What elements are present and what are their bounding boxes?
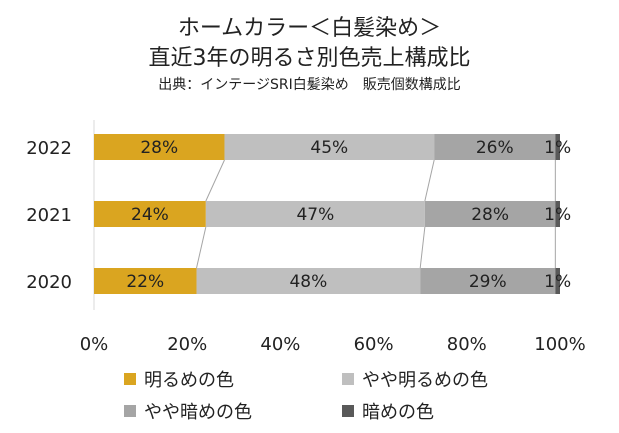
legend-swatch-slightly-dark: [124, 405, 136, 417]
bar-segment-2021-3: [555, 201, 560, 227]
chart-title: ホームカラー＜白髪染め＞: [177, 16, 442, 41]
legend-label-slightly-light: やや明るめの色: [362, 370, 488, 391]
chart-source-note: 出典：インテージSRI白髪染め 販売個数構成比: [158, 77, 461, 93]
legend-item-slightly-light: やや明るめの色: [342, 366, 488, 392]
chart-subtitle: 直近3年の明るさ別色売上構成比: [148, 46, 471, 71]
legend-item-dark: 暗めの色: [342, 398, 434, 424]
x-tick-label-1: 20%: [167, 334, 207, 355]
bar-segment-2020-3: [555, 268, 560, 294]
data-label-2021-0: 24%: [131, 205, 169, 225]
bar-segment-2022-1: [224, 134, 435, 160]
data-label-2020-0: 22%: [126, 272, 164, 292]
x-tick-label-0: 0%: [80, 334, 109, 355]
legend-swatch-light: [124, 373, 136, 385]
data-label-2022-1: 45%: [310, 138, 348, 158]
bar-segment-2021-0: [94, 201, 206, 227]
data-label-2020-2: 29%: [469, 272, 507, 292]
x-tick-label-5: 100%: [534, 334, 585, 355]
legend-item-slightly-dark: やや暗めの色: [124, 398, 252, 424]
y-tick-label-2021: 2021: [26, 205, 72, 226]
data-label-2022-3: 1%: [544, 138, 571, 158]
x-tick-label-3: 60%: [354, 334, 394, 355]
bar-segment-2022-3: [555, 134, 560, 160]
legend-swatch-slightly-light: [342, 373, 354, 385]
data-label-2020-3: 1%: [544, 272, 571, 292]
data-label-2020-1: 48%: [289, 272, 327, 292]
series-connector-line: [205, 159, 225, 202]
x-tick-label-2: 40%: [260, 334, 300, 355]
series-connector-line: [424, 159, 435, 202]
y-tick-label-2020: 2020: [26, 272, 72, 293]
bar-segment-2020-0: [94, 268, 197, 294]
legend-label-slightly-dark: やや暗めの色: [144, 402, 252, 423]
bar-segment-2022-2: [434, 134, 556, 160]
y-tick-label-2022: 2022: [26, 138, 72, 159]
series-connector-line: [196, 226, 207, 269]
legend-swatch-dark: [342, 405, 354, 417]
bar-segment-2020-1: [196, 268, 421, 294]
bar-segment-2021-1: [205, 201, 425, 227]
x-tick-label-4: 80%: [447, 334, 487, 355]
data-label-2021-2: 28%: [471, 205, 509, 225]
data-label-2022-2: 26%: [476, 138, 514, 158]
legend-item-light: 明るめの色: [124, 366, 234, 392]
bar-segment-2020-2: [420, 268, 556, 294]
data-label-2021-1: 47%: [296, 205, 334, 225]
legend-label-light: 明るめの色: [144, 370, 234, 391]
bar-segment-2021-2: [424, 201, 556, 227]
data-label-2021-3: 1%: [544, 205, 571, 225]
series-connector-line: [419, 226, 426, 269]
legend-label-dark: 暗めの色: [362, 402, 434, 423]
bar-segment-2022-0: [94, 134, 225, 160]
data-label-2022-0: 28%: [140, 138, 178, 158]
